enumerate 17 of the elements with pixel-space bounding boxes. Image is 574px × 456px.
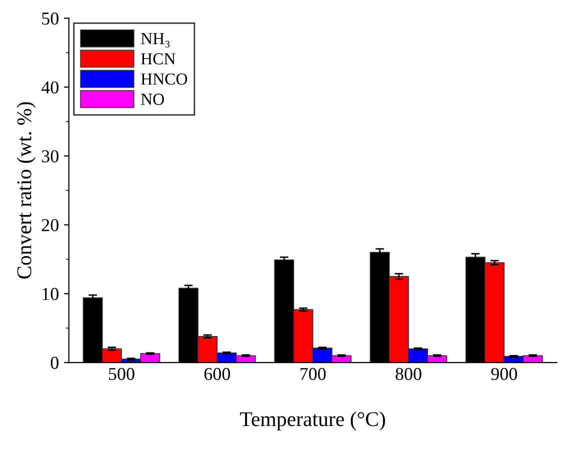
y-tick-label: 0 (50, 356, 58, 369)
y-tick-label: 30 (42, 150, 58, 162)
x-tick-label: 900 (491, 368, 518, 380)
legend-label: NH₃ (141, 33, 170, 48)
x-tick-label: 800 (396, 368, 422, 380)
x-tick-label: 500 (109, 368, 134, 380)
x-tick-label: 600 (204, 368, 230, 380)
x-tick-label: 700 (300, 368, 326, 380)
y-tick-label: 20 (42, 219, 58, 232)
legend-label: NO (141, 94, 164, 105)
legend-label: HNCO (141, 73, 188, 85)
y-tick-label: 50 (42, 12, 58, 25)
y-tick-label: 40 (41, 81, 58, 94)
x-axis-title: Temperature (°C) (240, 412, 386, 430)
y-axis-title: Convert ratio (wt. %) (16, 102, 36, 279)
y-tick-label: 10 (42, 288, 58, 300)
legend-label: HCN (141, 53, 176, 64)
